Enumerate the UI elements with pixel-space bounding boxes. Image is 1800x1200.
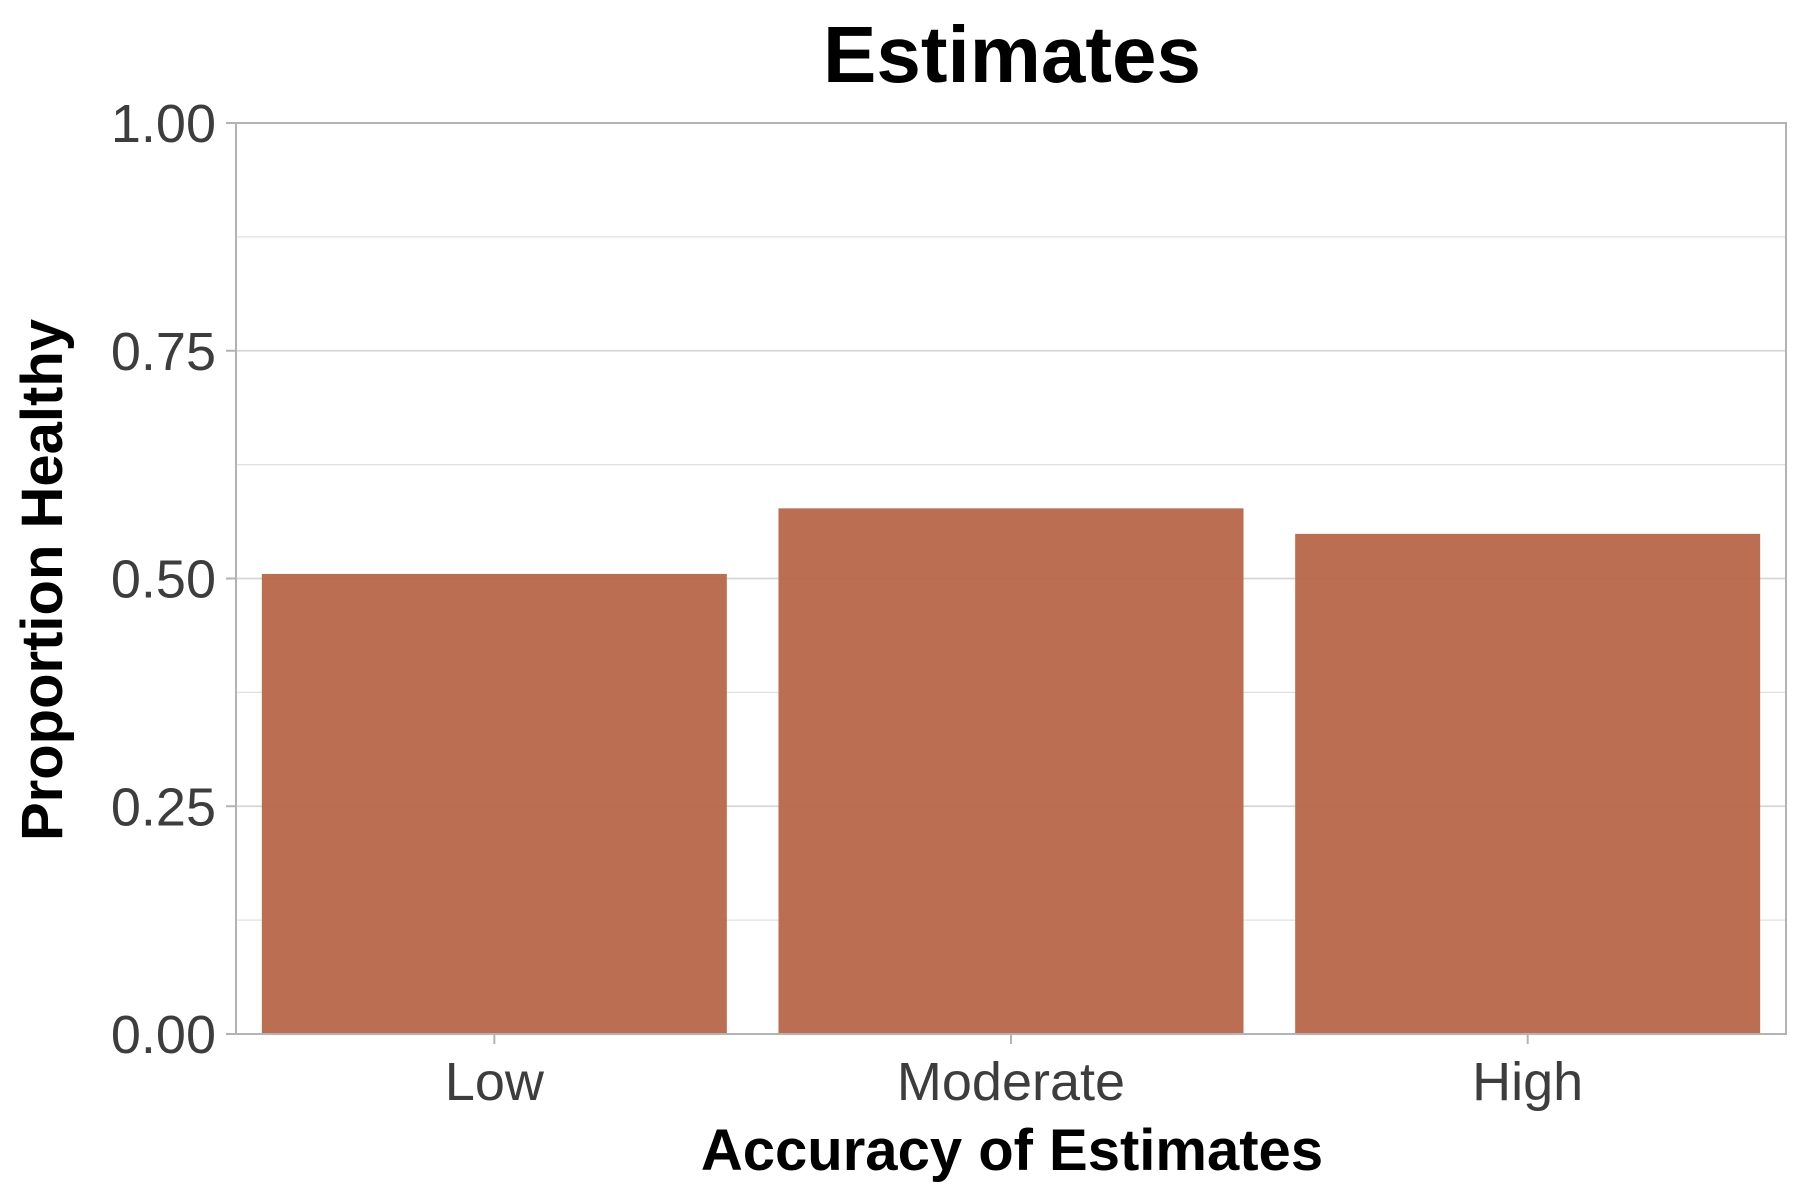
y-tick-label: 0.50 xyxy=(111,550,216,610)
y-tick-label: 0.00 xyxy=(111,1005,216,1065)
bar-high xyxy=(1295,533,1761,1034)
bars xyxy=(261,508,1761,1034)
x-tick-label: Low xyxy=(445,1052,545,1112)
x-tick-label: Moderate xyxy=(897,1052,1125,1112)
bar-low xyxy=(261,573,727,1034)
bar-moderate xyxy=(778,508,1244,1034)
x-axis-ticks: Low Moderate High xyxy=(445,1034,1583,1112)
y-axis-label: Proportion Healthy xyxy=(10,319,75,841)
y-axis-ticks: 0.00 0.25 0.50 0.75 1.00 xyxy=(111,94,236,1065)
chart-title: Estimates xyxy=(823,10,1201,99)
y-tick-label: 1.00 xyxy=(111,94,216,154)
y-tick-label: 0.25 xyxy=(111,777,216,837)
x-tick-label: High xyxy=(1472,1052,1583,1112)
y-tick-label: 0.75 xyxy=(111,322,216,382)
x-axis-label: Accuracy of Estimates xyxy=(701,1118,1323,1183)
